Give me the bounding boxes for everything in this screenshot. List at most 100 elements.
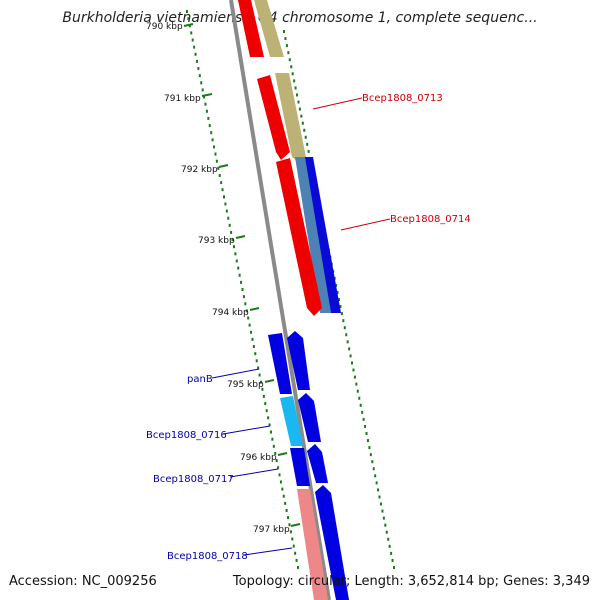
tick-track-left-dot [241,288,244,291]
tick-track-right-dot [346,340,349,344]
tick-track-right-dot [307,149,310,153]
tick-track-left-dot [282,494,285,498]
tick-track-left-dot [197,67,200,71]
tick-track-right-dot [393,566,395,569]
gene-label-0716[interactable]: Bcep1808_0716 [146,430,227,441]
tick-track-left-dot [207,116,210,120]
tick-track-left-dot [292,544,295,548]
tick-track-left-dot [275,459,278,463]
tick-track-right-dot [284,37,287,41]
leader-panB [211,368,260,379]
tick-track-right-dot [287,51,290,55]
tick-label-796: 796 kbp [240,453,277,463]
gene-label-0717[interactable]: Bcep1808_0717 [153,474,234,485]
tick-track-left-dot [188,24,191,28]
backbone-line [229,0,331,600]
tick-track-right-dot [355,382,358,386]
tick-track-right-dot [358,396,361,400]
tick-track-left-dot [201,88,204,92]
gene-label-0713[interactable]: Bcep1808_0713 [362,93,443,104]
tick-track-right-dot [304,135,307,139]
tick-label-793: 793 kbp [198,236,235,246]
tick-track-left-dot [190,31,193,35]
tick-track-right-dot [391,558,394,562]
tick-track-right-dot [364,424,367,428]
tick-mark-792 [218,164,229,168]
tick-track-right-dot [293,79,296,83]
gene-0718-inner[interactable] [297,489,328,600]
tick-track-right-dot [369,453,372,457]
gene-0714-inner[interactable] [276,158,322,316]
gene-0716-inner[interactable] [280,396,303,446]
tick-track-left-dot [294,551,297,555]
tick-mark-793 [235,235,246,239]
tick-label-795: 795 kbp [227,380,264,390]
tick-track-right-dot [338,298,340,301]
tick-track-left-dot [205,109,208,113]
tick-track-left-dot [244,302,247,306]
leader-0713 [312,97,363,110]
tick-label-797: 797 kbp [253,525,290,535]
gene-0712[interactable] [238,0,264,57]
tick-track-right-dot [385,530,388,534]
gene-0717[interactable] [307,444,328,483]
tick-track-left-dot [287,516,290,520]
tick-track-right-dot [288,58,291,62]
tick-track-right-dot [384,523,387,527]
gene-0713-outer[interactable] [254,0,284,57]
tick-track-left-dot [214,152,217,156]
tick-track-right-dot [388,544,391,548]
tick-track-right-dot [381,509,384,513]
tick-track-left-dot [250,330,253,334]
tick-track-right-dot [362,417,365,421]
tick-track-left-dot [231,238,234,242]
gene-0713[interactable] [275,73,306,163]
tick-track-left-dot [277,466,280,470]
tick-track-left-dot [274,451,277,455]
tick-track-left-dot [210,131,213,135]
gene-panB[interactable] [287,331,310,390]
leader-0718 [243,547,293,556]
gene-0714-outer[interactable] [305,157,341,313]
gene-0717-inner[interactable] [290,448,310,486]
gene-label-0714[interactable]: Bcep1808_0714 [390,214,471,225]
gene-0718[interactable] [315,485,349,600]
tick-track-left-dot [195,59,198,63]
gene-0714[interactable] [295,157,331,313]
tick-track-left-dot [203,95,206,99]
tick-track-right-dot [352,368,355,372]
accession-text: Accession: NC_009256 [9,574,157,589]
tick-track-right-dot [351,361,354,365]
tick-label-794: 794 kbp [212,308,249,318]
tick-labels: 790 kbp 791 kbp 792 kbp 793 kbp 794 kbp … [146,22,301,535]
tick-track-right-dot [374,474,377,478]
leader-0716 [222,425,271,435]
gene-0713-inner[interactable] [257,75,290,160]
tick-track-right-dot [382,516,385,520]
gene-0716[interactable] [298,393,321,442]
tick-track-left-dot [204,102,207,106]
tick-track-right [283,30,395,569]
tick-mark-790 [183,23,194,27]
gene-label-panB[interactable]: panB [187,374,213,385]
tick-track-right-dot [365,432,368,435]
gene-track-reverse-inner [268,333,328,600]
tick-track-left-dot [265,409,268,413]
gene-label-0718[interactable]: Bcep1808_0718 [167,551,248,562]
tick-track-left-dot [198,74,201,78]
tick-track-left-dot [240,280,243,284]
gene-track-inner [238,0,322,316]
gene-labels-right: Bcep1808_0713 Bcep1808_0714 [312,93,471,231]
tick-track-left-dot [225,209,228,213]
tick-label-791: 791 kbp [164,94,201,104]
tick-track-right-dot [371,460,374,464]
tick-track-right-dot [339,305,342,309]
tick-track-left-dot [281,487,284,491]
tick-track-left-dot [245,309,248,313]
tick-track-left-dot [193,45,196,49]
tick-track-left-dot [284,501,287,505]
gene-panB-inner[interactable] [268,333,292,394]
tick-track-right-dot [336,290,339,294]
tick-track-left-dot [238,273,241,277]
tick-track-left-dot [254,352,257,356]
